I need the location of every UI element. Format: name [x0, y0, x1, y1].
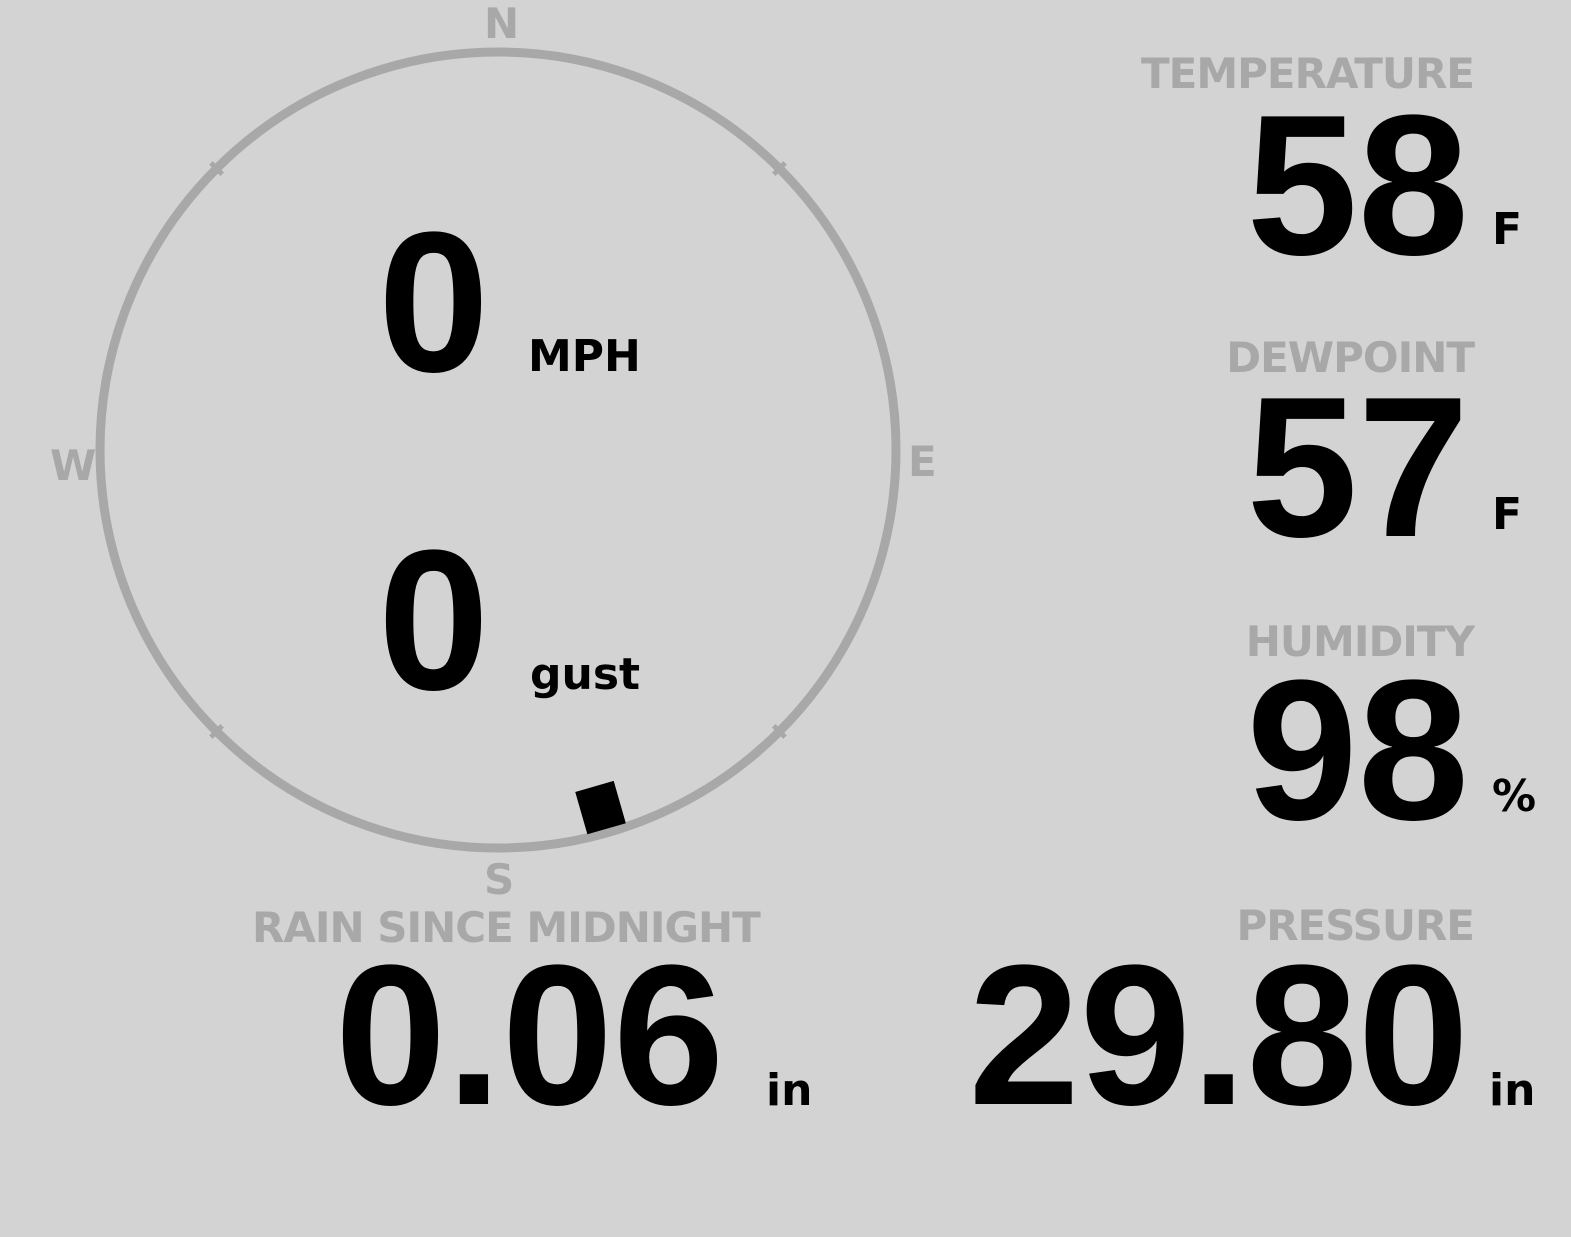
compass-west-label: W: [50, 441, 97, 490]
pressure-value: 29.80: [968, 924, 1470, 1147]
humidity-unit: %: [1492, 771, 1537, 822]
wind-direction-marker: [575, 780, 626, 835]
temperature-value: 58: [1246, 74, 1469, 297]
wind-gust-value: 0: [378, 509, 490, 732]
temperature-unit: F: [1492, 204, 1523, 255]
humidity-value: 98: [1246, 639, 1469, 862]
rain-unit: in: [766, 1065, 813, 1116]
wind-speed-value: 0: [378, 191, 490, 414]
compass-ring: [95, 47, 901, 853]
dewpoint-value: 57: [1246, 356, 1469, 579]
compass-north-label: N: [484, 0, 520, 48]
wind-speed-unit: MPH: [528, 331, 641, 382]
rain-value: 0.06: [335, 924, 725, 1147]
compass-south-label: S: [484, 855, 515, 904]
wind-gust-label: gust: [530, 649, 641, 700]
compass-tick: [772, 724, 787, 739]
rain-label: RAIN SINCE MIDNIGHT: [252, 903, 761, 952]
compass-tick: [772, 161, 787, 176]
humidity-label: HUMIDITY: [1245, 617, 1475, 666]
compass-tick: [209, 161, 224, 176]
pressure-label: PRESSURE: [1236, 901, 1475, 950]
temperature-label: TEMPERATURE: [1141, 49, 1475, 98]
compass-tick: [209, 724, 224, 739]
dewpoint-unit: F: [1492, 489, 1523, 540]
dewpoint-label: DEWPOINT: [1226, 333, 1475, 382]
pressure-unit: in: [1489, 1065, 1536, 1116]
compass-east-label: E: [908, 437, 937, 486]
